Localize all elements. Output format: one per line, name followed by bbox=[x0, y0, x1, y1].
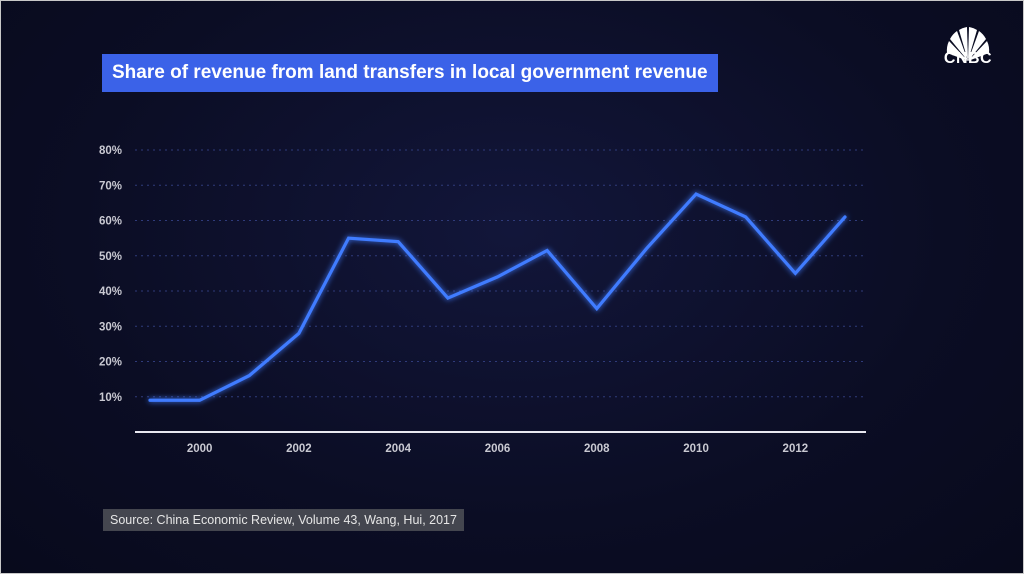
y-tick-label: 10% bbox=[99, 392, 122, 404]
data-point bbox=[397, 240, 400, 243]
y-tick-label: 20% bbox=[99, 357, 122, 369]
x-tick-label: 2002 bbox=[286, 443, 312, 455]
data-point bbox=[148, 399, 152, 402]
source-caption: Source: China Economic Review, Volume 43… bbox=[103, 509, 464, 531]
data-point bbox=[744, 215, 747, 219]
chart-title: Share of revenue from land transfers in … bbox=[102, 54, 718, 92]
data-point bbox=[794, 272, 797, 275]
data-point bbox=[446, 296, 450, 300]
peacock-icon bbox=[946, 27, 990, 61]
data-point bbox=[694, 192, 698, 196]
data-point bbox=[545, 249, 549, 252]
data-point bbox=[645, 247, 648, 250]
data-point bbox=[297, 332, 301, 335]
y-tick-label: 30% bbox=[99, 321, 122, 333]
data-point bbox=[198, 399, 201, 402]
x-tick-label: 2006 bbox=[485, 443, 511, 455]
series-line bbox=[148, 192, 847, 402]
data-point bbox=[248, 374, 251, 377]
x-tick-label: 2008 bbox=[584, 443, 610, 455]
y-tick-label: 80% bbox=[99, 145, 122, 157]
y-tick-label: 60% bbox=[99, 216, 122, 228]
data-point bbox=[347, 236, 350, 240]
data-point bbox=[843, 215, 847, 219]
x-tick-label: 2000 bbox=[187, 443, 213, 455]
y-tick-label: 40% bbox=[99, 286, 122, 298]
x-tick-label: 2012 bbox=[783, 443, 809, 455]
y-tick-label: 70% bbox=[99, 180, 122, 192]
data-point bbox=[496, 275, 499, 279]
x-tick-label: 2010 bbox=[683, 443, 709, 455]
y-tick-label: 50% bbox=[99, 251, 122, 263]
cnbc-logo-text: CNBC bbox=[943, 50, 993, 67]
x-tick-label: 2004 bbox=[385, 443, 411, 455]
data-point bbox=[595, 307, 598, 310]
